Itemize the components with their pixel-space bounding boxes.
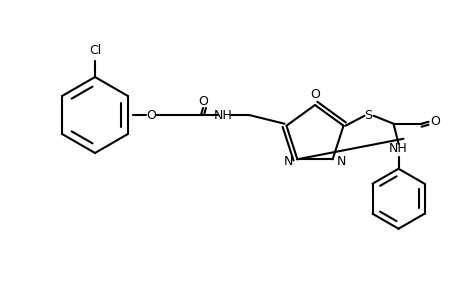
Text: Cl: Cl (89, 44, 101, 57)
Text: NH: NH (388, 142, 407, 155)
Text: O: O (146, 109, 156, 122)
Text: N: N (283, 155, 293, 168)
Text: O: O (430, 115, 440, 128)
Text: O: O (198, 94, 207, 107)
Text: NH: NH (213, 109, 232, 122)
Text: N: N (336, 155, 345, 168)
Text: S: S (364, 109, 372, 122)
Text: O: O (309, 88, 319, 101)
